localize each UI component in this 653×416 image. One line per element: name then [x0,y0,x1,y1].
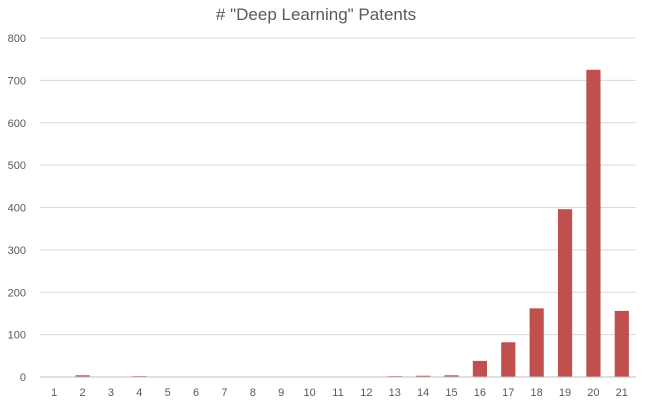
x-tick-label: 20 [587,387,599,399]
x-tick-label: 21 [616,387,628,399]
x-tick-label: 9 [278,387,284,399]
bars [47,69,629,377]
x-tick-label: 6 [193,387,199,399]
x-tick-label: 8 [250,387,256,399]
x-axis-ticks: 1 2 3 4 5 6 7 8 9 10 11 12 13 14 15 16 17 18 19 20 21 [51,387,628,399]
x-tick-label: 7 [221,387,227,399]
y-tick-label: 300 [8,245,26,257]
bar-21 [614,310,629,377]
y-tick-label: 100 [8,330,26,342]
bar-18 [529,308,544,377]
x-tick-label: 13 [389,387,401,399]
x-tick-label: 11 [332,387,343,399]
gridlines [40,37,636,336]
bar-15 [444,375,459,377]
y-tick-label: 500 [8,160,26,172]
x-tick-label: 4 [136,387,142,399]
bar-17 [501,342,516,377]
x-tick-label: 15 [445,387,457,399]
y-tick-label: 0 [20,372,26,384]
x-tick-label: 19 [559,387,571,399]
y-tick-label: 700 [8,75,26,87]
x-tick-label: 12 [360,387,372,399]
x-tick-label: 17 [502,387,514,399]
y-tick-label: 200 [8,287,26,299]
chart-title: # "Deep Learning" Patents [216,5,416,24]
x-tick-label: 16 [474,387,486,399]
bar-2 [75,375,90,377]
bar-16 [472,360,487,377]
y-tick-label: 800 [8,33,26,45]
x-tick-label: 18 [531,387,543,399]
x-tick-label: 1 [51,387,57,399]
y-axis-ticks: 0 100 200 300 400 500 600 700 800 [8,33,26,384]
bar-19 [557,209,573,377]
bar-14 [416,375,431,377]
bar-20 [586,69,601,377]
x-tick-label: 10 [303,387,315,399]
x-tick-label: 5 [165,387,171,399]
x-tick-label: 14 [417,387,429,399]
y-tick-label: 600 [8,118,26,130]
x-tick-label: 2 [80,387,86,399]
x-tick-label: 3 [108,387,114,399]
y-tick-label: 400 [8,203,26,215]
